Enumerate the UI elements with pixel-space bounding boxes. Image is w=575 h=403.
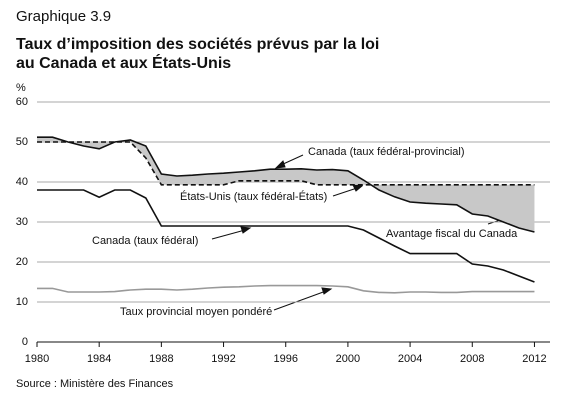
x-tick-label: 1992 bbox=[211, 353, 235, 365]
arrow-head bbox=[321, 287, 333, 295]
arrow bbox=[211, 229, 246, 240]
chart-subtitle: au Canada et aux États-Unis bbox=[16, 53, 231, 72]
x-tick-label: 2000 bbox=[336, 353, 360, 365]
series-line bbox=[37, 141, 535, 186]
y-tick-label: 20 bbox=[16, 256, 28, 268]
series-line bbox=[37, 284, 535, 294]
series-label: Canada (taux fédéral) bbox=[92, 235, 198, 247]
y-tick-label: 50 bbox=[16, 136, 28, 148]
y-tick-label: 10 bbox=[16, 296, 28, 308]
x-tick-label: 2004 bbox=[398, 353, 422, 365]
y-tick-label: 0 bbox=[22, 336, 28, 348]
y-tick-label: 30 bbox=[16, 216, 28, 228]
x-tick-label: 1980 bbox=[25, 353, 49, 365]
y-axis-label: % bbox=[16, 82, 26, 94]
arrow bbox=[332, 187, 358, 197]
series-label: Canada (taux fédéral-provincial) bbox=[308, 146, 465, 158]
y-tick-label: 60 bbox=[16, 96, 28, 108]
series-label: États-Unis (taux fédéral-États) bbox=[180, 190, 327, 203]
annotation: Avantage fiscal du Canada bbox=[386, 228, 518, 240]
x-tick-label: 2008 bbox=[460, 353, 484, 365]
x-tick-label: 1988 bbox=[149, 353, 173, 365]
series-line bbox=[37, 189, 535, 283]
x-tick-label: 1984 bbox=[87, 353, 111, 365]
arrow bbox=[280, 154, 304, 166]
arrow-head bbox=[240, 226, 252, 234]
arrow-head bbox=[274, 160, 286, 169]
arrow-head bbox=[352, 184, 364, 192]
source: Source : Ministère des Finances bbox=[16, 378, 174, 390]
x-tick-label: 1996 bbox=[273, 353, 297, 365]
series-label: Taux provincial moyen pondéré bbox=[120, 306, 272, 318]
chart-title: Graphique 3.9 bbox=[16, 8, 111, 25]
x-tick-label: 2012 bbox=[522, 353, 546, 365]
arrow bbox=[273, 290, 327, 311]
chart-subtitle: Taux d’imposition des sociétés prévus pa… bbox=[16, 36, 379, 53]
y-tick-label: 40 bbox=[16, 176, 28, 188]
